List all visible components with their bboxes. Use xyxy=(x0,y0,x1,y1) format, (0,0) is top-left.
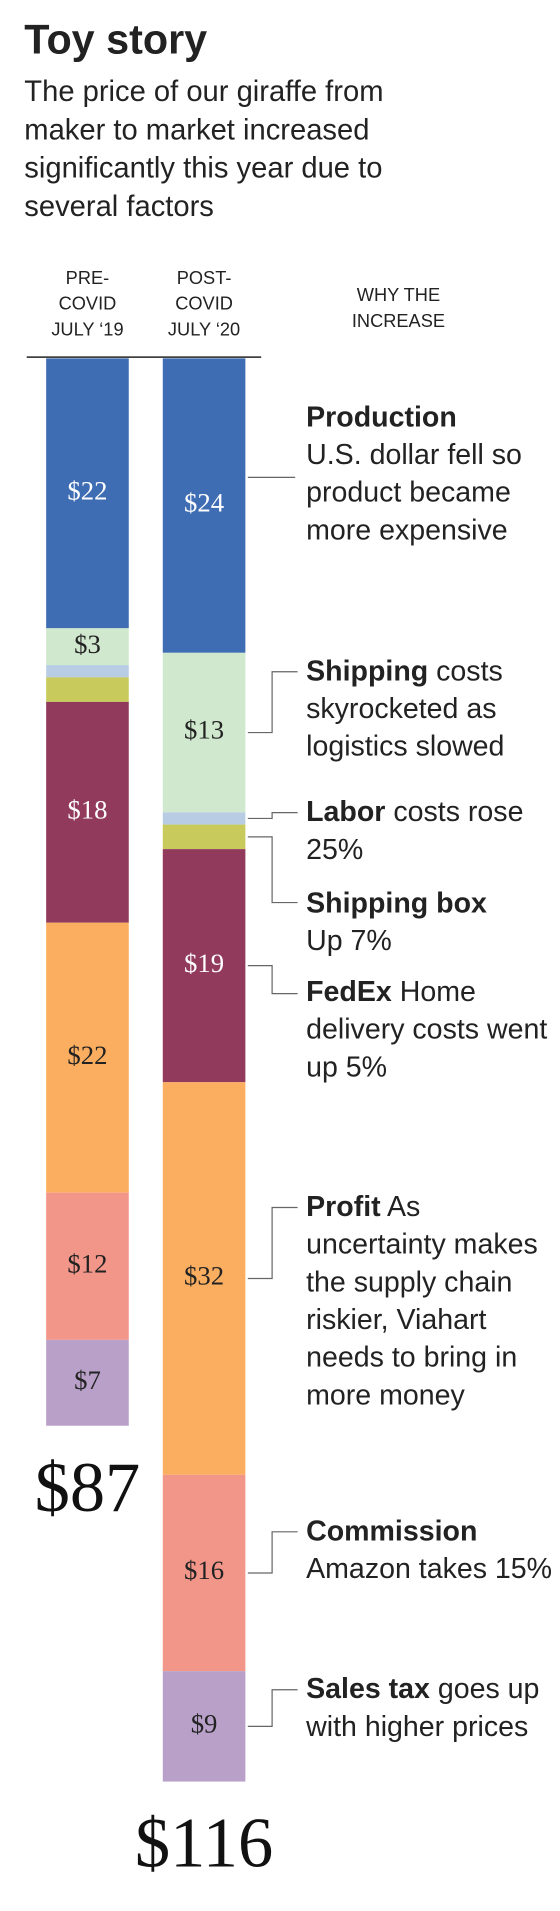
bar-segment xyxy=(162,849,246,1083)
bar-segment xyxy=(162,1082,246,1475)
value-label: $24 xyxy=(184,488,224,518)
annotation-text: Up 7% xyxy=(306,924,392,957)
bar-segment xyxy=(162,358,246,653)
value-label: $18 xyxy=(67,794,107,824)
leader-line xyxy=(247,1531,298,1574)
value-label: $22 xyxy=(67,475,107,505)
bar-segment xyxy=(162,1671,246,1782)
bar-segment xyxy=(46,677,129,702)
leader-line xyxy=(247,836,298,904)
title: Toy story xyxy=(24,17,208,64)
bar-segment xyxy=(46,358,129,629)
value-label: $16 xyxy=(184,1555,224,1585)
annotation-name: Labor xyxy=(306,795,386,828)
annotation: Production U.S. dollar fell so product be… xyxy=(306,398,555,549)
annotation-header: WHY THE INCREASE xyxy=(352,285,445,331)
bar-segment xyxy=(162,824,246,850)
bar-segment xyxy=(162,1474,246,1672)
total-label: $87 xyxy=(35,1449,141,1527)
bar-segment xyxy=(46,922,129,1193)
annotation: FedEx Home delivery costs went up 5% xyxy=(306,973,555,1086)
annotation-name: Shipping box xyxy=(306,886,487,919)
value-label: $3 xyxy=(74,629,101,659)
bar-segment xyxy=(46,701,129,923)
value-label: $7 xyxy=(74,1365,101,1395)
bar-segment xyxy=(162,652,246,813)
value-label: $12 xyxy=(67,1248,107,1278)
column-header: PRE-COVID JULY ‘19 xyxy=(51,268,123,339)
annotation-name: FedEx xyxy=(306,975,392,1008)
leader-line xyxy=(247,1206,298,1280)
annotation-text: U.S. dollar fell so product became more … xyxy=(306,438,522,546)
value-label: $22 xyxy=(67,1040,107,1070)
annotation: Profit As uncertainty makes the supply c… xyxy=(306,1188,555,1414)
annotation-text: goes up with higher prices xyxy=(306,1672,540,1742)
annotation: Commission Amazon takes 15% xyxy=(306,1512,555,1587)
annotation: Sales tax goes up with higher prices xyxy=(306,1670,555,1745)
total-label: $116 xyxy=(135,1805,273,1883)
bar-segment xyxy=(46,665,129,678)
bar-segment xyxy=(46,1339,129,1426)
annotation-name: Commission xyxy=(306,1514,478,1547)
leader-line xyxy=(247,671,298,734)
column-header: POST-COVID JULY ‘20 xyxy=(168,268,240,339)
annotation: Shipping costs skyrocketed as logistics … xyxy=(306,652,555,765)
value-label: $19 xyxy=(184,948,224,978)
annotation-text: Home delivery costs went up 5% xyxy=(306,975,548,1083)
annotation-text: Amazon takes 15% xyxy=(306,1552,553,1585)
value-label: $9 xyxy=(191,1708,218,1738)
leader-line xyxy=(247,965,298,995)
annotation-name: Sales tax xyxy=(306,1672,430,1705)
leader-line xyxy=(247,1689,298,1727)
annotation: Shipping box Up 7% xyxy=(306,884,555,959)
annotation-text: costs rose 25% xyxy=(306,795,524,865)
bar-segment xyxy=(46,1192,129,1340)
annotation: Labor costs rose 25% xyxy=(306,793,555,868)
subtitle: The price of our giraffe from maker to m… xyxy=(24,75,384,223)
value-label: $13 xyxy=(184,715,224,745)
annotation-name: Production xyxy=(306,400,457,433)
annotation-text: As uncertainty makes the supply chain ri… xyxy=(306,1190,538,1411)
annotation-name: Shipping xyxy=(306,654,429,687)
bar-segment xyxy=(162,812,246,825)
leader-line xyxy=(247,812,298,820)
bar-segment xyxy=(46,628,129,666)
annotation-text: costs skyrocketed as logistics slowed xyxy=(306,654,505,762)
annotation-name: Profit xyxy=(306,1190,381,1223)
value-label: $32 xyxy=(184,1261,224,1291)
